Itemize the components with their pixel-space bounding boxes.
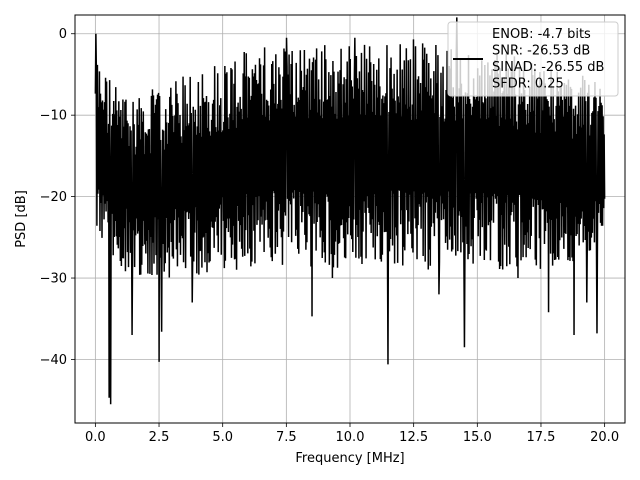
y-tick-label: −20 xyxy=(40,190,67,205)
legend-snr: SNR: -26.53 dB xyxy=(492,44,590,59)
legend-sfdr: SFDR: 0.25 xyxy=(492,77,564,92)
y-tick-label: −40 xyxy=(40,353,67,368)
x-tick-label: 15.0 xyxy=(463,430,492,445)
legend-box xyxy=(447,21,619,97)
x-tick-label: 20.0 xyxy=(590,430,619,445)
legend-sinad: SINAD: -26.55 dB xyxy=(492,60,604,75)
x-tick-label: 10.0 xyxy=(336,430,365,445)
plot-area xyxy=(94,17,606,405)
x-tick-label: 12.5 xyxy=(399,430,428,445)
y-tick-label: −10 xyxy=(40,109,67,124)
legend-enob: ENOB: -4.7 bits xyxy=(492,27,591,42)
x-tick-label: 0.0 xyxy=(85,430,106,445)
axis-ticks: 0.0 2.5 5.0 7.5 10.0 12.5 15.0 17.5 20.0 0 −10 −20 −… xyxy=(40,27,620,445)
x-axis-label: Frequency [MHz] xyxy=(295,451,404,466)
y-tick-label: 0 xyxy=(59,27,67,42)
legend: ENOB: -4.7 bits SNR: -26.53 dB SINAD: -2… xyxy=(447,21,619,97)
y-tick-label: −30 xyxy=(40,272,67,287)
x-tick-label: 2.5 xyxy=(149,430,170,445)
x-tick-label: 5.0 xyxy=(212,430,233,445)
x-tick-label: 7.5 xyxy=(276,430,297,445)
x-tick-label: 17.5 xyxy=(526,430,555,445)
psd-series-line xyxy=(94,17,606,405)
y-axis-label: PSD [dB] xyxy=(14,190,29,248)
